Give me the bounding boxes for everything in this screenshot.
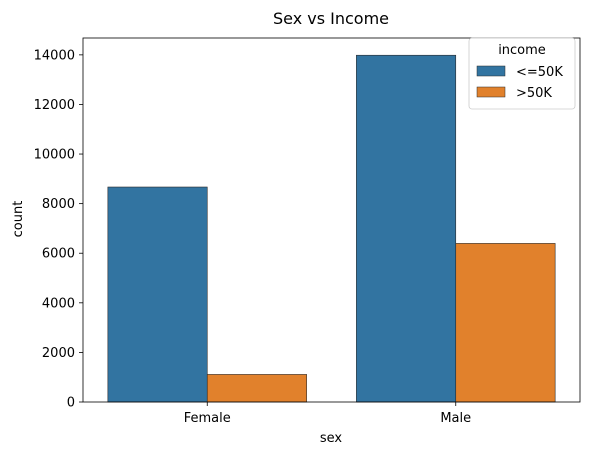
y-tick-label: 4000 — [42, 296, 75, 311]
bar-male-series-0 — [356, 54, 457, 403]
x-tick-label: Male — [440, 411, 471, 426]
y-axis-label: count — [11, 201, 26, 238]
bars-layer — [107, 54, 556, 403]
y-tick-label: 0 — [67, 396, 75, 411]
bar-male-series-1 — [455, 243, 556, 403]
legend-swatch-1 — [476, 86, 506, 98]
chart-title: Sex vs Income — [273, 9, 389, 28]
y-tick-label: 10000 — [34, 148, 75, 163]
legend-entry-0: <=50K — [516, 65, 563, 80]
y-axis-ticks: 0 2000 4000 6000 8000 10000 12000 14000 — [34, 48, 83, 411]
x-axis-label: sex — [320, 431, 343, 446]
legend-entry-1: >50K — [516, 86, 552, 101]
x-tick-label: Female — [184, 411, 231, 426]
y-tick-label: 6000 — [42, 247, 75, 262]
bar-female-series-1 — [206, 374, 307, 403]
legend: income <=50K >50K — [468, 37, 576, 110]
legend-swatch-0 — [476, 65, 506, 77]
y-tick-label: 2000 — [42, 346, 75, 361]
plot-frame — [82, 37, 581, 403]
x-axis-ticks: Female Male — [184, 402, 471, 426]
y-tick-label: 8000 — [42, 197, 75, 212]
bar-female-series-0 — [107, 186, 208, 403]
legend-title: income — [498, 43, 546, 58]
y-tick-label: 14000 — [34, 48, 75, 63]
y-tick-label: 12000 — [34, 98, 75, 113]
